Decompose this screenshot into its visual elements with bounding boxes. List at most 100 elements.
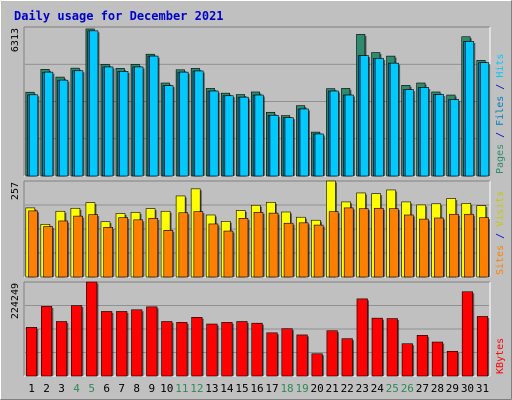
kbytes-bar-day-13: [206, 323, 218, 377]
hits-bar-day-20: [314, 133, 324, 177]
sites-bar-day-20: [313, 224, 324, 278]
legend-pages: Pages: [495, 144, 506, 174]
hits-bar-day-22: [344, 94, 354, 177]
hits-bar-day-23: [359, 55, 369, 177]
kbytes-bar-day-5: [86, 281, 98, 377]
x-tick-label-day-9: 9: [148, 382, 155, 395]
x-tick-label-day-28: 28: [431, 382, 444, 395]
kbytes-bar-day-25: [386, 318, 398, 377]
sites-bar-day-6: [103, 227, 113, 278]
hits-bar-day-28: [434, 94, 445, 177]
hits-bar-day-3: [59, 79, 69, 177]
x-tick-label-day-8: 8: [133, 382, 140, 395]
hits-bar-day-30: [465, 41, 475, 177]
x-tick-label-day-24: 24: [371, 382, 385, 395]
sites-bar-day-24: [373, 207, 384, 278]
sites-bar-day-25: [388, 208, 399, 278]
sites-bar-day-14: [223, 230, 234, 278]
legend-visits: Visits: [495, 191, 506, 227]
x-tick-label-day-12: 12: [190, 382, 203, 395]
sites-bar-day-30: [464, 213, 474, 278]
kbytes-bar-day-20: [311, 353, 323, 377]
x-tick-label-day-30: 30: [461, 382, 474, 395]
sites-bar-day-19: [298, 222, 309, 278]
sites-bar-day-17: [268, 212, 279, 278]
sites-bar-day-5: [88, 214, 98, 278]
kbytes-bar-day-22: [341, 338, 353, 377]
x-tick-label-day-22: 22: [341, 382, 354, 395]
sites-bar-day-8: [133, 219, 144, 278]
hits-panel-max-label: 6313: [10, 28, 21, 52]
kbytes-bar-day-14: [221, 322, 233, 377]
hits-panel-legend: Pages / Files / Hits: [495, 54, 506, 174]
kbytes-bar-day-12: [191, 317, 203, 377]
hits-bar-day-12: [194, 70, 204, 177]
sites-panel-max-label: 257: [10, 182, 21, 200]
x-tick-label-day-17: 17: [265, 382, 278, 395]
hits-bar-day-5: [89, 30, 99, 177]
sites-panel-legend: Sites / Visits: [495, 191, 506, 275]
kbytes-bar-day-8: [131, 309, 143, 377]
sites-bar-day-18: [283, 222, 294, 278]
sites-bar-day-3: [58, 220, 68, 278]
kbytes-bar-day-30: [461, 291, 474, 377]
hits-bar-day-25: [389, 62, 399, 177]
x-tick-label-day-7: 7: [118, 382, 125, 395]
kbytes-bar-day-19: [296, 334, 308, 377]
kbytes-bar-day-10: [161, 321, 173, 377]
legend-separator-1: /: [495, 126, 506, 144]
x-tick-label-day-25: 25: [386, 382, 399, 395]
legend-sites: Sites: [495, 245, 506, 275]
sites-bar-day-23: [358, 208, 369, 278]
hits-bar-day-31: [480, 62, 490, 177]
kbytes-panel-max-label: 224249: [10, 283, 21, 319]
kbytes-bar-day-11: [176, 322, 188, 377]
hits-bar-day-4: [74, 70, 84, 177]
sites-bar-day-27: [419, 218, 429, 278]
kbytes-bar-day-3: [56, 321, 68, 377]
kbytes-bar-day-27: [416, 335, 428, 377]
x-tick-label-day-18: 18: [280, 382, 293, 395]
sites-bar-day-11: [178, 212, 189, 278]
sites-bar-day-16: [253, 212, 264, 278]
sites-bar-day-10: [163, 230, 174, 278]
kbytes-bar-day-21: [326, 330, 338, 377]
x-tick-label-day-27: 27: [416, 382, 429, 395]
hits-bar-day-11: [179, 71, 189, 177]
sites-bar-day-9: [148, 218, 159, 278]
sites-bar-day-1: [28, 210, 38, 278]
kbytes-bar-day-4: [71, 305, 83, 377]
x-tick-label-day-4: 4: [73, 382, 80, 395]
kbytes-bar-day-16: [251, 322, 263, 377]
legend-hits: Hits: [495, 54, 506, 78]
x-tick-label-day-14: 14: [220, 382, 234, 395]
x-tick-label-day-19: 19: [295, 382, 308, 395]
x-tick-label-day-1: 1: [28, 382, 35, 395]
sites-bar-day-21: [328, 211, 339, 278]
sites-bar-day-29: [449, 213, 459, 278]
x-tick-label-day-16: 16: [250, 382, 263, 395]
hits-bar-day-7: [119, 71, 129, 177]
hits-bar-day-21: [329, 90, 339, 177]
kbytes-bar-day-31: [476, 316, 489, 377]
hits-bar-day-13: [209, 90, 219, 177]
hits-bar-day-15: [239, 96, 249, 177]
x-tick-label-day-23: 23: [356, 382, 369, 395]
sites-bar-day-2: [43, 226, 53, 278]
x-tick-label-day-21: 21: [326, 382, 339, 395]
x-tick-label-day-13: 13: [205, 382, 218, 395]
hits-bar-day-9: [149, 55, 159, 177]
kbytes-bar-day-18: [281, 328, 293, 377]
hits-bar-day-14: [224, 95, 234, 177]
kbytes-bar-day-17: [266, 332, 278, 377]
x-tick-label-day-2: 2: [43, 382, 50, 395]
legend-separator-2: /: [495, 78, 506, 96]
sites-bar-day-15: [238, 218, 249, 278]
kbytes-bar-day-23: [356, 298, 368, 377]
hits-bar-day-2: [44, 71, 54, 177]
hits-bar-day-17: [269, 115, 279, 177]
legend-separator-3: /: [495, 227, 506, 245]
kbytes-bar-day-28: [431, 341, 443, 377]
